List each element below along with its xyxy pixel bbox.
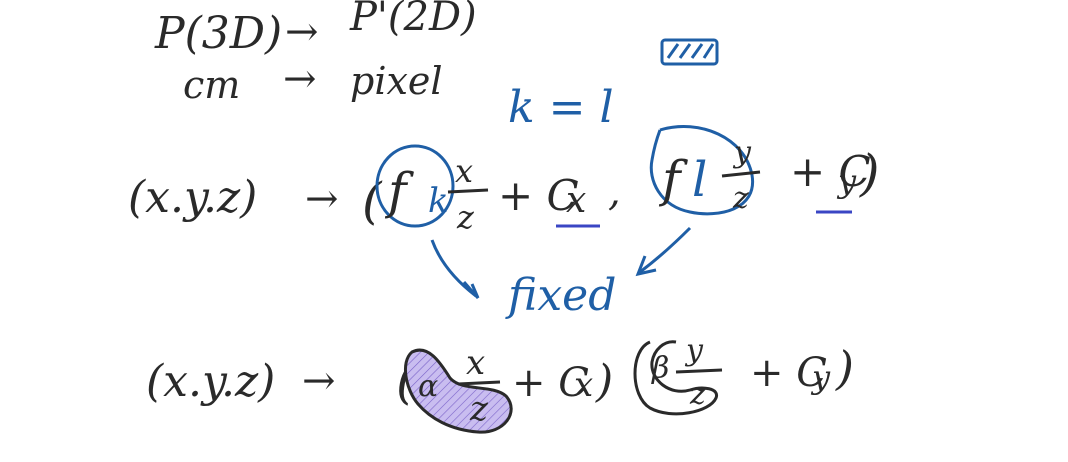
eq1-c-sub2: y [836, 162, 857, 200]
eq1-arrow: → [305, 176, 339, 222]
cm-text: cm [183, 63, 240, 107]
fl-circle [649, 125, 755, 216]
line-cm-to-pixel: cm → pixel [183, 56, 443, 107]
eq1-frac1-bar [447, 188, 489, 194]
eq2-close-paren: ) [835, 341, 854, 395]
eq2-frac1-bar [457, 380, 501, 386]
eq2-lhs: (x.y.z) [146, 356, 275, 407]
eq2-arrow: → [302, 358, 336, 404]
eq1-frac2-num: y [732, 135, 752, 170]
eq2-alpha: α [418, 369, 438, 404]
eq1-f2: f [658, 150, 688, 208]
eq2-frac1-den: z [469, 389, 489, 429]
right-blue-arrow [639, 226, 692, 274]
eq1-f1: f [384, 162, 414, 220]
k-equals-l-text: k = l [508, 82, 614, 133]
eq2-frac2-bar [675, 368, 723, 374]
eq1-frac2-bar [721, 170, 761, 178]
arrow-2: → [283, 56, 317, 102]
eq2-frac2-num: y [684, 333, 704, 368]
eq1-lhs: (x.y.z) [128, 172, 257, 223]
eq2-beta: β [651, 351, 669, 386]
eq1-frac2-den: z [732, 181, 749, 216]
eq1-close-paren: ) [859, 144, 880, 202]
eq2-c-sub1: x [574, 365, 593, 405]
eq1-frac1-num: x [455, 152, 473, 190]
beta-loop [633, 340, 719, 416]
eq2-frac2-den: z [689, 377, 706, 412]
fixed-annotation: fixed [430, 226, 692, 321]
fk-circle [375, 144, 455, 228]
eq2-frac1-num: x [466, 343, 485, 383]
hatched-box-icon [660, 38, 719, 66]
line-3d-to-2d: P(3D) → P'(2D) [154, 0, 477, 59]
alpha-highlight-blob [403, 348, 513, 434]
eq2-plus-c: + C [512, 360, 589, 406]
eq1-l: l [692, 152, 707, 208]
equation-1: (x.y.z) → ( f k x z + C x , f l y z + C … [128, 125, 880, 236]
eq1-comma: , [608, 169, 621, 215]
eq1-c-sub1: x [566, 180, 586, 221]
eq1-k: k [428, 181, 449, 221]
equation-2: (x.y.z) → ( α x z + C x ) β y z + C y ) [146, 333, 854, 434]
eq2-c-sub2: y [810, 358, 831, 396]
arrow-1: → [285, 9, 319, 55]
eq1-frac1-den: z [456, 198, 475, 236]
pixel-text: pixel [350, 59, 443, 103]
eq2-plus-c2: + C [750, 350, 827, 396]
eq2-close1: ) [595, 356, 613, 407]
eq1-plus-c: + C [498, 171, 579, 220]
p3d-text: P(3D) [154, 8, 282, 59]
fixed-text: fixed [505, 270, 616, 321]
p2d-text: P'(2D) [349, 0, 477, 40]
eq1-plus-c2: + C [790, 147, 871, 196]
